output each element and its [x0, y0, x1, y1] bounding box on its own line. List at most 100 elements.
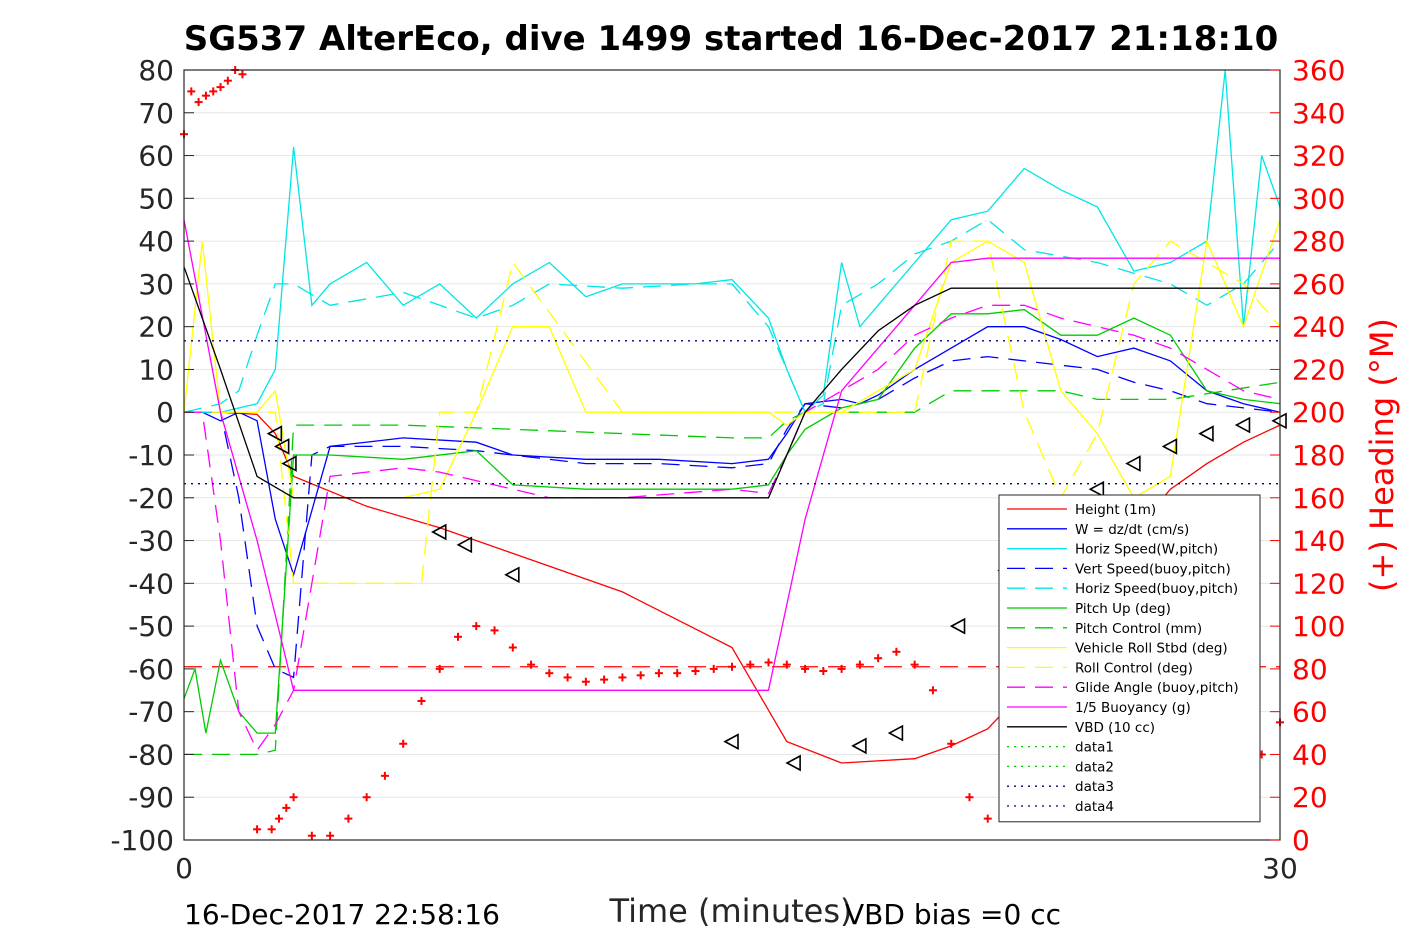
y2-tick-label: 360	[1292, 54, 1345, 87]
heading-point	[910, 660, 919, 669]
heading-point	[289, 793, 298, 802]
y2-tick-label: 240	[1292, 311, 1345, 344]
y-tick-label: 20	[138, 311, 174, 344]
y2-tick-label: 260	[1292, 268, 1345, 301]
y2-tick-label: 60	[1292, 696, 1328, 729]
heading-point	[454, 632, 462, 641]
chart-title: SG537 AlterEco, dive 1499 started 16-Dec…	[184, 19, 1279, 59]
y2-tick-label: 300	[1292, 182, 1345, 215]
heading-point	[326, 831, 335, 840]
y-tick-label: 60	[138, 140, 174, 173]
y-axis-right: 3603403203002802602402202001801601401201…	[1270, 54, 1345, 857]
y2-axis-label: (+) Heading (°M)	[1363, 318, 1401, 592]
y-tick-label: 70	[138, 97, 174, 130]
y-tick-label: 10	[138, 353, 174, 386]
y-tick-label: -20	[128, 482, 174, 515]
heading-point	[362, 793, 371, 802]
triangle-marker	[723, 733, 739, 750]
heading-point	[673, 669, 682, 678]
y2-tick-label: 40	[1292, 738, 1328, 771]
heading-point	[527, 660, 536, 669]
y-tick-label: 30	[138, 268, 174, 301]
legend-label: Horiz Speed(W,pitch)	[1075, 542, 1218, 558]
triangle-marker	[887, 724, 904, 742]
y-tick-label: -80	[128, 738, 174, 771]
x-axis-label: Time (minutes)	[609, 892, 853, 930]
heading-point	[282, 803, 291, 812]
heading-point	[764, 658, 773, 667]
legend-label: Vehicle Roll Stbd (deg)	[1075, 641, 1228, 657]
legend-label: W = dz/dt (cm/s)	[1075, 522, 1189, 538]
y-axis-left: 80 70 60 50 40 30 20 10 0 -10 -20 -30 -40 -50 -60 -70 -8…	[110, 54, 194, 857]
heading-point	[435, 664, 444, 673]
heading-point	[194, 98, 203, 107]
triangle-marker	[1125, 455, 1141, 472]
heading-point	[274, 814, 283, 823]
legend-label: data1	[1075, 740, 1114, 756]
y-tick-label: -50	[128, 610, 174, 643]
heading-point	[187, 87, 196, 96]
y-tick-label: -70	[128, 696, 174, 729]
y2-tick-label: 200	[1292, 396, 1345, 429]
heading-point	[782, 660, 791, 669]
triangle-marker	[456, 536, 473, 554]
legend-label: Roll Control (deg)	[1075, 660, 1193, 676]
y2-tick-label: 160	[1292, 482, 1345, 515]
heading-point	[600, 675, 609, 684]
y2-tick-label: 0	[1292, 824, 1310, 857]
series-line-4	[183, 218, 1281, 414]
y2-tick-label: 180	[1292, 439, 1345, 472]
y2-tick-label: 120	[1292, 567, 1345, 600]
legend-label: data2	[1075, 759, 1114, 775]
footer-timestamp: 16-Dec-2017 22:58:16	[184, 898, 500, 931]
series-line-2	[184, 69, 1281, 414]
series-line-9	[184, 304, 1281, 752]
heading-point	[545, 669, 554, 678]
heading-point	[563, 673, 572, 682]
y-tick-label: 80	[138, 54, 174, 87]
y-tick-label: -90	[128, 781, 174, 814]
series-line-11	[183, 266, 1280, 499]
heading-point	[380, 771, 389, 780]
heading-point	[344, 814, 353, 823]
heading-point	[201, 91, 210, 100]
y-tick-label: 0	[156, 396, 174, 429]
legend-label: data3	[1075, 779, 1114, 795]
heading-point	[728, 662, 736, 671]
triangle-marker	[266, 425, 283, 442]
legend-label: data4	[1075, 799, 1114, 815]
y-tick-label: 40	[138, 225, 174, 258]
triangle-marker	[1198, 425, 1214, 442]
heading-point	[267, 825, 276, 834]
legend-label: Height (1m)	[1075, 502, 1156, 518]
heading-point	[307, 831, 316, 840]
heading-point	[618, 673, 627, 682]
legend-label: Vert Speed(buoy,pitch)	[1075, 561, 1231, 577]
x-tick-label: 0	[175, 852, 193, 885]
triangle-marker	[1088, 480, 1105, 498]
triangle-marker	[785, 754, 801, 772]
heading-point	[874, 654, 883, 663]
triangle-marker	[851, 737, 867, 755]
heading-point	[983, 814, 992, 823]
y-tick-label: -10	[128, 439, 174, 472]
heading-point	[636, 671, 645, 680]
y2-tick-label: 100	[1292, 610, 1345, 643]
footer-vbd-bias: VBD bias =0 cc	[845, 898, 1061, 931]
y2-tick-label: 80	[1292, 653, 1328, 686]
y2-tick-label: 20	[1292, 781, 1328, 814]
y2-tick-label: 320	[1292, 140, 1345, 173]
triangle-marker	[273, 438, 290, 455]
legend-box	[998, 494, 1261, 823]
heading-point	[801, 664, 810, 673]
heading-point	[238, 70, 247, 79]
triangle-marker	[949, 617, 966, 635]
legend-label: VBD (10 cc)	[1075, 720, 1155, 736]
heading-point	[837, 664, 846, 673]
y-tick-label: -30	[128, 525, 174, 558]
heading-point	[216, 83, 225, 92]
y-tick-label: -100	[110, 824, 174, 857]
heading-point	[399, 739, 408, 748]
heading-point	[709, 664, 718, 673]
